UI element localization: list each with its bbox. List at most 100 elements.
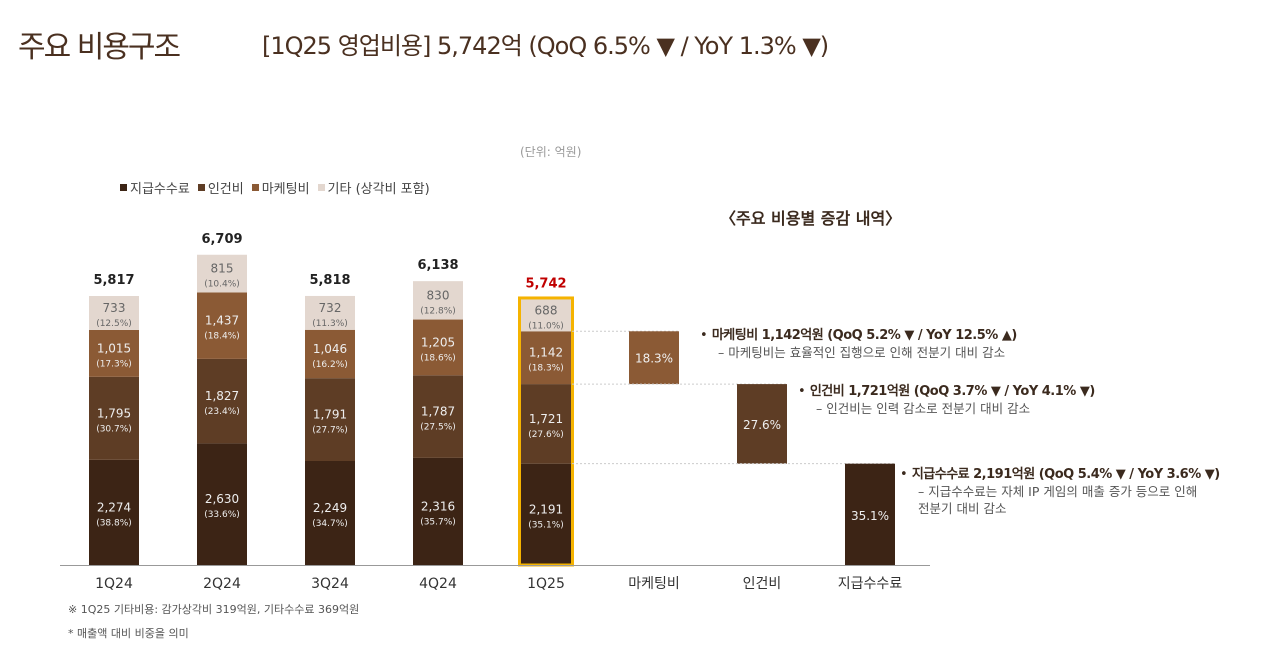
bar-total: 6,709	[201, 232, 242, 247]
legend-item: 기타 (상각비 포함)	[317, 178, 430, 197]
bullet-head: 인건비 1,721억원 (QoQ 3.7% ▼ / YoY 4.1% ▼)	[809, 384, 1095, 399]
footnote-ratio: * 매출액 대비 비중을 의미	[68, 627, 189, 640]
segment-percent: (35.1%)	[528, 520, 564, 530]
bar-segment	[521, 299, 571, 332]
segment-percent: (17.3%)	[96, 359, 132, 369]
x-tick-label: 4Q24	[419, 576, 457, 592]
bar-segment	[521, 384, 571, 464]
legend-swatch	[317, 184, 325, 191]
legend-swatch	[120, 184, 127, 191]
bar-segment	[197, 254, 247, 293]
segment-value: 733	[103, 301, 126, 315]
bar-segment	[89, 459, 139, 565]
bullet-head: 마케팅비 1,142억원 (QoQ 5.2% ▼ / YoY 12.5% ▲)	[711, 328, 1017, 343]
bar-segment	[89, 296, 139, 330]
segment-value: 688	[535, 303, 558, 317]
bullet-head: 지급수수료 2,191억원 (QoQ 5.4% ▼ / YoY 3.6% ▼)	[911, 467, 1220, 482]
legend-item: 마케팅비	[251, 178, 310, 197]
unit-label: (단위: 억원)	[520, 145, 582, 159]
x-tick-label: 지급수수료	[838, 576, 903, 592]
segment-percent: (11.3%)	[312, 319, 348, 329]
segment-value: 815	[211, 262, 234, 276]
legend-swatch	[251, 184, 259, 191]
segment-value: 2,249	[313, 501, 347, 515]
waterfall-bar	[629, 331, 679, 385]
segment-percent: (34.7%)	[312, 519, 348, 529]
bar-segment	[305, 295, 355, 330]
segment-percent: (35.7%)	[420, 517, 456, 527]
segment-value: 1,046	[313, 342, 347, 356]
bullet-fees: • 지급수수료 2,191억원 (QoQ 5.4% ▼ / YoY 3.6% ▼…	[900, 467, 1220, 516]
x-tick-label: 3Q24	[311, 576, 349, 592]
segment-value: 2,630	[205, 492, 239, 506]
legend-label: 지급수수료	[130, 182, 190, 197]
legend-label: 마케팅비	[261, 182, 310, 197]
bar-segment	[521, 331, 571, 385]
x-tick-label: 마케팅비	[628, 576, 680, 592]
bullet-marketing: • 마케팅비 1,142억원 (QoQ 5.2% ▼ / YoY 12.5% ▲…	[700, 328, 1017, 360]
page-title: 주요 비용구조	[18, 30, 181, 65]
segment-value: 1,015	[97, 341, 131, 355]
footnote-other: ※ 1Q25 기타비용: 감가상각비 319억원, 기타수수료 369억원	[68, 603, 360, 616]
bar-segment	[197, 443, 247, 565]
bullet-line: – 마케팅비는 효율적인 집행으로 인해 전분기 대비 감소	[718, 345, 1006, 360]
legend-label: 기타 (상각비 포함)	[327, 182, 430, 197]
bar-segment	[413, 281, 463, 320]
segment-value: 2,191	[529, 502, 563, 516]
segment-value: 830	[427, 288, 450, 302]
segment-value: 1,142	[529, 346, 563, 360]
bar-total: 6,138	[417, 258, 458, 273]
legend: 지급수수료 인건비 마케팅비 기타 (상각비 포함)	[120, 178, 430, 197]
segment-percent: (18.6%)	[420, 353, 456, 363]
segment-percent: (27.7%)	[312, 426, 348, 436]
bar-segment	[413, 457, 463, 565]
legend-item: 인건비	[197, 178, 244, 197]
segment-percent: (12.8%)	[420, 306, 456, 316]
bullet-personnel: • 인건비 1,721억원 (QoQ 3.7% ▼ / YoY 4.1% ▼) –…	[798, 384, 1095, 416]
bullet-line: – 인건비는 인력 감소로 전분기 대비 감소	[816, 401, 1031, 416]
legend-item: 지급수수료	[120, 178, 190, 197]
segment-value: 1,787	[421, 405, 455, 419]
bar-segment	[305, 460, 355, 565]
segment-percent: (38.8%)	[96, 518, 132, 528]
segment-percent: (10.4%)	[204, 280, 240, 290]
bar-segment	[413, 319, 463, 376]
bullet-line: 전분기 대비 감소	[918, 501, 1007, 516]
segment-percent: (33.6%)	[204, 510, 240, 520]
bar-segment	[521, 463, 571, 565]
segment-value: 2,274	[97, 500, 131, 514]
segment-value: 2,316	[421, 499, 455, 513]
breakdown-title: 〈주요 비용별 증감 내역〉	[720, 209, 902, 228]
waterfall-label: 35.1%	[851, 509, 889, 523]
segment-percent: (27.6%)	[528, 430, 564, 440]
bar-segment	[413, 375, 463, 458]
segment-value: 732	[319, 301, 342, 315]
bullet-line: – 지급수수료는 자체 IP 게임의 매출 증가 등으로 인해	[918, 484, 1198, 499]
segment-value: 1,205	[421, 335, 455, 349]
segment-percent: (18.4%)	[204, 332, 240, 342]
segment-value: 1,795	[97, 406, 131, 420]
x-tick-label: 2Q24	[203, 576, 241, 592]
segment-percent: (23.4%)	[204, 407, 240, 417]
bar-total: 5,817	[93, 273, 134, 288]
bar-segment	[89, 329, 139, 377]
segment-percent: (12.5%)	[96, 319, 132, 329]
bar-segment	[305, 378, 355, 461]
segment-percent: (18.3%)	[528, 364, 564, 374]
segment-percent: (16.2%)	[312, 360, 348, 370]
waterfall-label: 27.6%	[743, 418, 781, 432]
headline: [1Q25 영업비용] 5,742억 (QoQ 6.5% ▼ / YoY 1.3…	[262, 32, 829, 60]
waterfall-label: 18.3%	[635, 352, 673, 366]
bar-segment	[197, 292, 247, 359]
legend-label: 인건비	[207, 182, 244, 197]
segment-value: 1,791	[313, 408, 347, 422]
legend-swatch	[197, 184, 205, 191]
segment-value: 1,827	[205, 389, 239, 403]
segment-percent: (11.0%)	[528, 321, 564, 331]
segment-percent: (27.5%)	[420, 423, 456, 433]
x-tick-label: 인건비	[743, 576, 782, 592]
bar-segment	[197, 358, 247, 444]
bar-total: 5,742	[525, 276, 566, 291]
waterfall-bar	[737, 384, 787, 464]
